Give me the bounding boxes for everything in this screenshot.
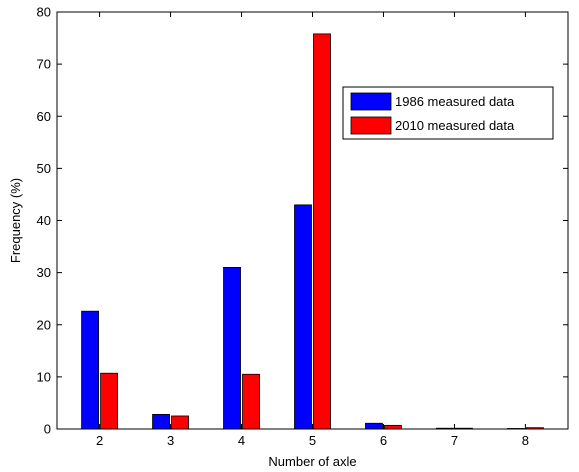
y-tick-label: 10 [37,369,51,384]
y-tick-label: 40 [37,213,51,228]
y-axis-label: Frequency (%) [8,178,23,263]
bar-series2-axle-2 [100,372,118,430]
legend-swatch [350,92,392,111]
y-axis-ticks: 0 10 20 30 40 50 60 70 80 [37,5,568,437]
x-tick-label: 8 [522,433,529,448]
bar-series2-axle-7 [455,427,473,430]
legend-entry: 1986 measured data [395,94,515,109]
x-tick-label: 2 [96,433,103,448]
x-tick-label: 4 [238,433,245,448]
bars-group [81,33,544,430]
x-axis-ticks: 2 3 4 5 6 7 8 [96,12,529,448]
legend-swatch [350,116,392,135]
bar-series2-axle-6 [384,424,402,430]
bar-series1-axle-3 [152,414,170,430]
plot-area [56,11,569,430]
y-tick-label: 50 [37,161,51,176]
bar-series1-axle-2 [81,310,99,430]
x-tick-label: 5 [309,433,316,448]
x-tick-label: 6 [380,433,387,448]
y-tick-label: 70 [37,57,51,72]
bar-series2-axle-8 [526,427,544,430]
bar-series1-axle-5 [294,204,312,430]
legend: 1986 measured data 2010 measured data [342,86,554,140]
bar-series1-axle-4 [223,267,241,430]
y-tick-label: 80 [37,5,51,20]
bar-series1-axle-6 [365,422,383,430]
y-tick-label: 60 [37,109,51,124]
legend-entry: 2010 measured data [395,118,515,133]
bar-series2-axle-4 [242,373,260,430]
y-tick-label: 20 [37,317,51,332]
bar-series1-axle-8 [507,428,525,430]
bar-series2-axle-5 [313,33,331,430]
y-tick-label: 0 [44,422,51,437]
y-tick-label: 30 [37,265,51,280]
x-axis-label: Number of axle [268,454,356,469]
bar-series1-axle-7 [436,427,454,430]
x-tick-label: 3 [167,433,174,448]
x-tick-label: 7 [451,433,458,448]
bar-series2-axle-3 [171,415,189,430]
